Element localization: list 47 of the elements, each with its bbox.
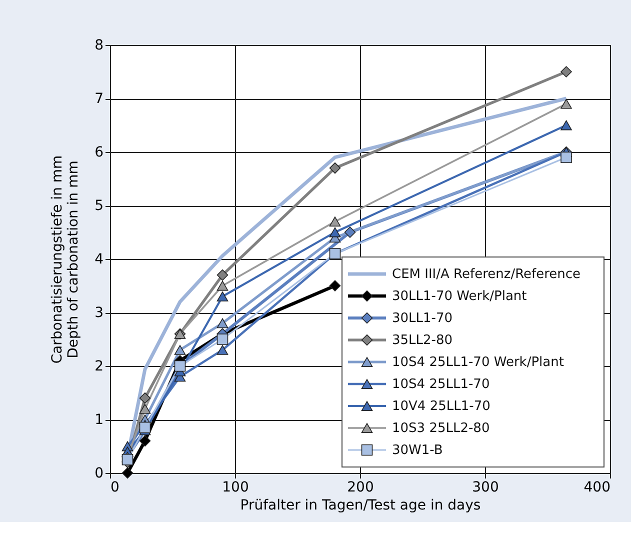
- legend-label: 30W1-B: [392, 443, 443, 458]
- point: [560, 120, 572, 130]
- y-tick-label: 3: [94, 305, 104, 321]
- x-tick-label: 100: [222, 480, 249, 496]
- point: [329, 227, 341, 238]
- legend-label: 30LL1-70: [392, 311, 453, 326]
- y-tick-label: 6: [94, 144, 104, 160]
- x-tick-label: 0: [110, 480, 120, 496]
- x-tick-label: 400: [584, 480, 610, 496]
- x-axis-title: Prüfalter in Tagen/Test age in days: [240, 498, 481, 514]
- point: [344, 226, 356, 238]
- point: [174, 345, 186, 355]
- point: [560, 152, 572, 163]
- point: [139, 435, 151, 447]
- legend-label: 10V4 25LL1-70: [392, 399, 490, 414]
- point: [122, 454, 134, 466]
- point: [216, 280, 228, 291]
- point: [560, 66, 572, 78]
- point: [216, 318, 228, 328]
- y-tick-label: 8: [94, 38, 104, 54]
- point: [216, 292, 228, 302]
- point: [139, 404, 151, 414]
- legend-label: 35LL2-80: [392, 333, 453, 348]
- point: [329, 280, 341, 292]
- x-tick-label: 300: [472, 480, 499, 496]
- point: [560, 98, 572, 109]
- point: [329, 162, 341, 174]
- y-tick-label: 4: [94, 252, 104, 268]
- y-tick-label: 5: [94, 198, 104, 214]
- legend-label: CEM III/A Referenz/Reference: [392, 267, 581, 282]
- point: [329, 216, 341, 226]
- x-tick-label: 200: [347, 480, 374, 496]
- y-axis-title: Carbonatisierungstiefe in mm Depth of carbonation in mm: [50, 155, 82, 364]
- y-tick-label: 1: [94, 412, 104, 428]
- legend-label: 10S4 25LL1-70 Werk/Plant: [392, 355, 564, 370]
- point: [122, 467, 134, 479]
- y-tick-label: 0: [94, 466, 104, 482]
- legend-label: 30LL1-70 Werk/Plant: [392, 289, 527, 304]
- point: [216, 345, 228, 355]
- legend-label: 10S3 25LL2-80: [392, 421, 490, 436]
- legend-label: 10S4 25LL1-70: [392, 377, 490, 392]
- point: [216, 269, 228, 281]
- point: [139, 392, 151, 404]
- y-tick-label: 7: [94, 91, 104, 107]
- y-tick-label: 2: [94, 358, 104, 374]
- point: [139, 422, 151, 434]
- point: [216, 334, 228, 345]
